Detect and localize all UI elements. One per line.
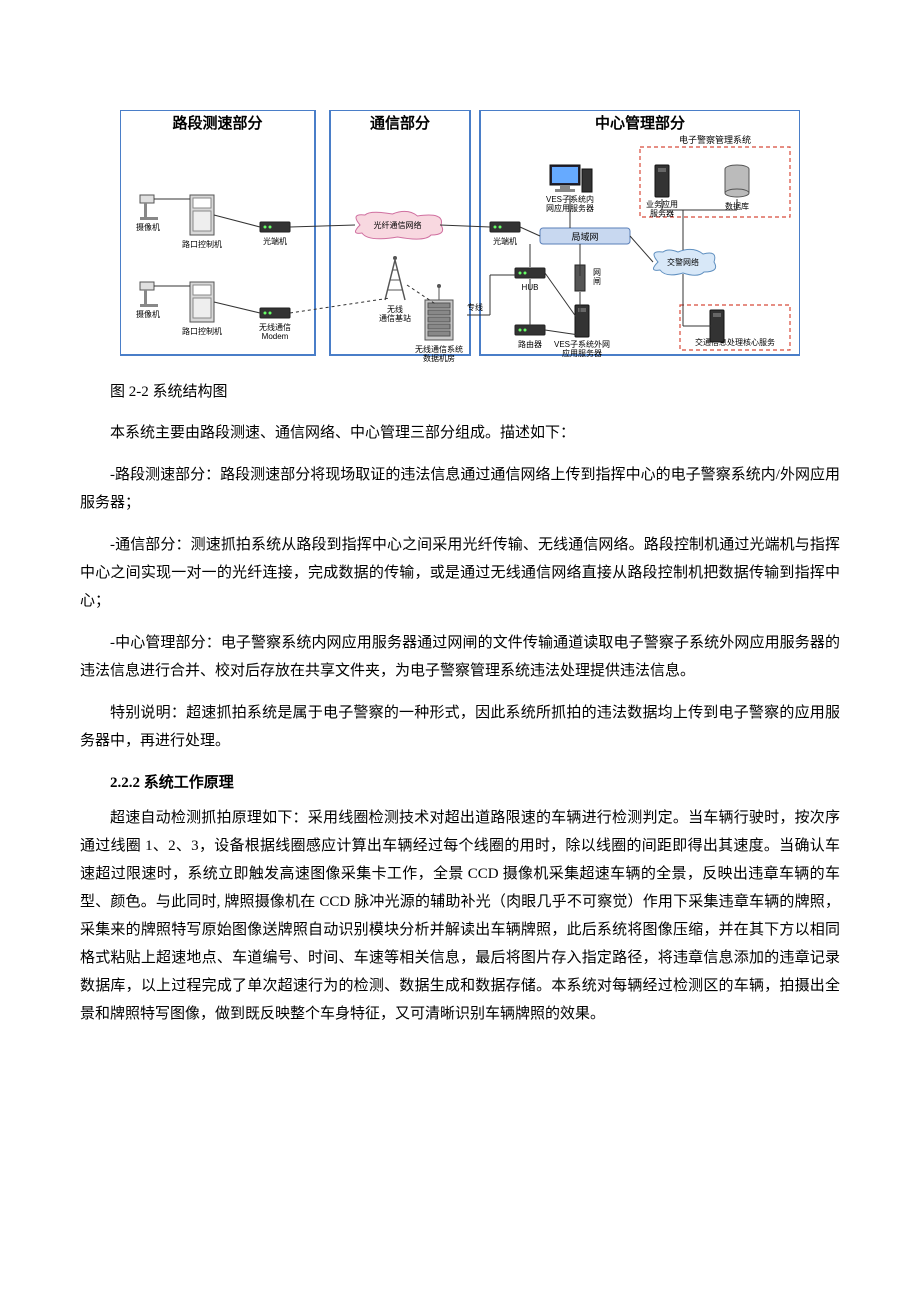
svg-text:交警网络: 交警网络 [667, 257, 699, 267]
figure-caption: 图 2-2 系统结构图 [110, 380, 840, 401]
paragraph-road: -路段测速部分：路段测速部分将现场取证的违法信息通过通信网络上传到指挥中心的电子… [80, 461, 840, 517]
svg-text:局域网: 局域网 [571, 231, 598, 242]
svg-text:闸: 闸 [593, 277, 601, 286]
paragraph-intro: 本系统主要由路段测速、通信网络、中心管理三部分组成。描述如下： [80, 419, 840, 447]
svg-text:通信部分: 通信部分 [370, 114, 430, 132]
svg-text:光端机: 光端机 [263, 236, 287, 246]
svg-text:专线: 专线 [467, 302, 483, 312]
system-diagram: 路段测速部分 通信部分 中心管理部分光纤通信网络交警网络 局域网 电子警察管理系统交通信… [120, 110, 800, 370]
svg-text:摄像机: 摄像机 [136, 309, 160, 319]
svg-text:网: 网 [593, 268, 601, 277]
svg-text:路口控制机: 路口控制机 [182, 326, 222, 336]
svg-text:摄像机: 摄像机 [136, 222, 160, 232]
paragraph-comm: -通信部分：测速抓拍系统从路段到指挥中心之间采用光纤传输、无线通信网络。路段控制… [80, 531, 840, 615]
svg-text:光纤通信网络: 光纤通信网络 [374, 220, 422, 230]
svg-text:电子警察管理系统: 电子警察管理系统 [679, 134, 751, 145]
svg-text:光端机: 光端机 [493, 236, 517, 246]
svg-text:路段测速部分: 路段测速部分 [172, 114, 262, 132]
svg-text:Modem: Modem [262, 332, 289, 341]
svg-text:通信基站: 通信基站 [379, 313, 411, 323]
svg-text:无线通信系统: 无线通信系统 [415, 344, 463, 354]
svg-text:中心管理部分: 中心管理部分 [595, 114, 685, 132]
paragraph-note: 特别说明：超速抓拍系统是属于电子警察的一种形式，因此系统所抓拍的违法数据均上传到… [80, 699, 840, 755]
paragraph-principle: 超速自动检测抓拍原理如下：采用线圈检测技术对超出道路限速的车辆进行检测判定。当车… [80, 804, 840, 1028]
paragraph-center: -中心管理部分：电子警察系统内网应用服务器通过网闸的文件传输通道读取电子警察子系… [80, 629, 840, 685]
svg-text:应用服务器: 应用服务器 [562, 348, 602, 358]
svg-text:交通信息处理核心服务: 交通信息处理核心服务 [695, 337, 775, 347]
svg-text:无线通信: 无线通信 [259, 322, 291, 332]
svg-text:路口控制机: 路口控制机 [182, 239, 222, 249]
svg-text:VES子系统外网: VES子系统外网 [554, 339, 610, 349]
subheading-222: 2.2.2 系统工作原理 [80, 771, 840, 792]
svg-text:无线: 无线 [387, 304, 403, 314]
svg-text:路由器: 路由器 [518, 339, 542, 349]
svg-text:数据机房: 数据机房 [423, 353, 455, 363]
